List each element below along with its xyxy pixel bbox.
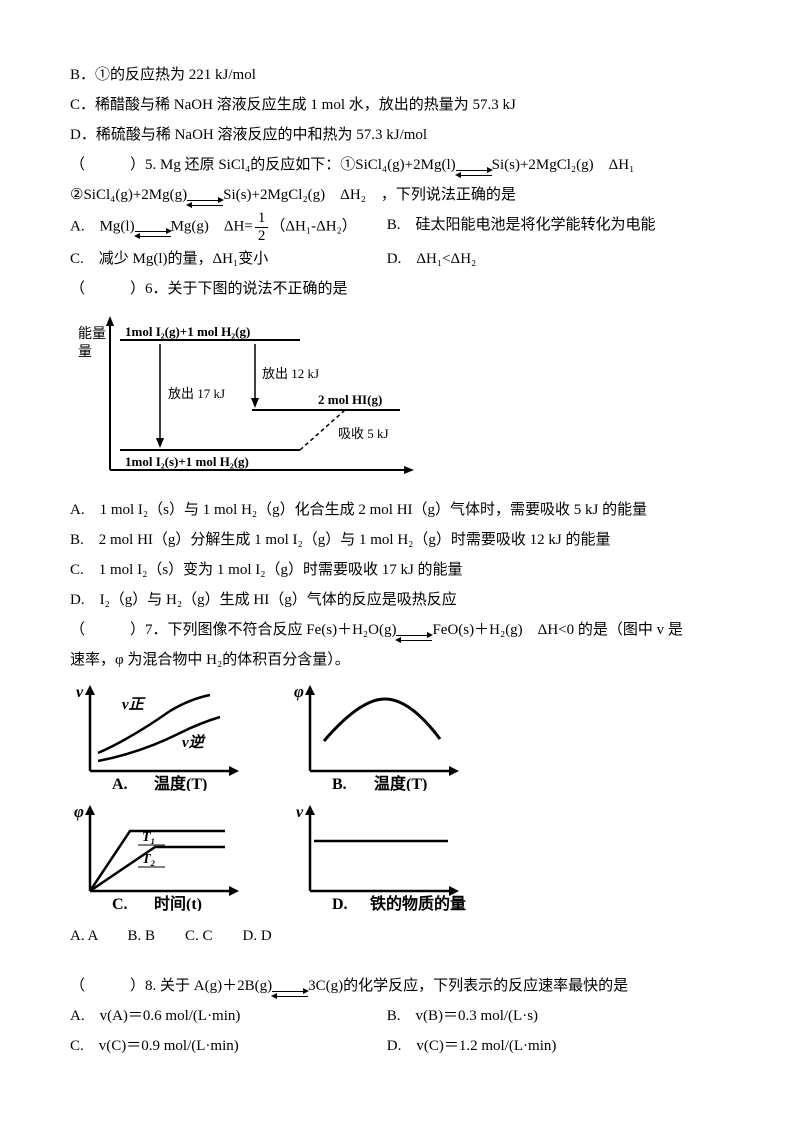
svg-text:A.: A. [112,776,128,791]
q6-b: B. 2 mol HI（g）分解生成 1 mol I₂（g）与 1 mol H₂… [70,525,730,555]
svg-text:放出 17 kJ: 放出 17 kJ [168,386,225,401]
opt-d: 稀硫酸与稀 NaOH 溶液反应的中和热为 57.3 kJ/mol [96,127,427,143]
q6-a: A. 1 mol I₂（s）与 1 mol H₂（g）化合生成 2 mol HI… [70,495,730,525]
svg-text:v: v [76,684,84,701]
svg-text:2 mol HI(g): 2 mol HI(g) [318,392,382,407]
q5-stem-1: （ ）5. Mg 还原 SiCl₄的反应如下：①SiCl₄(g)+2Mg(l) [70,157,456,173]
q7-stem-1: （ ）7．下列图像不符合反应 Fe(s)＋H₂O(g) [70,622,396,638]
svg-text:铁的物质的量: 铁的物质的量 [370,894,466,911]
q8-d: D. v(C)＝1.2 mol/(L·min) [387,1031,704,1061]
q7-graphs-row1: v v正 v逆 A. 温度(T) φ B. 温度(T) [70,681,730,791]
q5-r1: Si(s)+2MgCl₂(g) ΔH₁ [492,157,635,173]
svg-text:吸收 5 kJ: 吸收 5 kJ [338,426,389,441]
svg-text:T₁: T₁ [142,830,155,845]
svg-text:T₂: T₂ [142,852,156,867]
svg-text:B.: B. [332,776,347,791]
svg-text:温度(T): 温度(T) [373,774,427,791]
q5-c: C. 减少 Mg(l)的量，ΔH₁变小 [70,244,387,274]
svg-text:时间(t): 时间(t) [154,894,202,911]
q7-options: A. A B. B C. C D. D [70,921,730,951]
svg-text:φ: φ [74,802,84,821]
q6-stem: （ ）6．关于下图的说法不正确的是 [70,274,730,304]
opt-d-prefix: D． [70,127,96,143]
svg-text:v逆: v逆 [182,733,207,751]
opt-b-prefix: B． [70,67,95,83]
svg-text:v正: v正 [122,697,147,713]
q5-b: B. 硅太阳能电池是将化学能转化为电能 [387,210,704,244]
svg-text:放出 12 kJ: 放出 12 kJ [262,366,319,381]
q8-c: C. v(C)＝0.9 mol/(L·min) [70,1031,387,1061]
svg-text:量: 量 [78,344,92,360]
svg-text:φ: φ [294,682,304,701]
q8-a: A. v(A)＝0.6 mol/(L·min) [70,1001,387,1031]
opt-c: 稀醋酸与稀 NaOH 溶液反应生成 1 mol 水，放出的热量为 57.3 kJ [95,97,516,113]
q5-d: D. ΔH₁<ΔH₂ [387,244,704,274]
opt-c-prefix: C． [70,97,95,113]
svg-text:v: v [296,804,304,821]
svg-text:1mol I₂(s)+1 mol H₂(g): 1mol I₂(s)+1 mol H₂(g) [125,454,249,469]
q5-l2: ②SiCl₄(g)+2Mg(g) [70,187,187,203]
q5-r2: Si(s)+2MgCl₂(g) ΔH₂ ，下列说法正确的是 [223,187,516,203]
q8-post: 3C(g)的化学反应，下列表示的反应速率最快的是 [308,978,628,994]
fraction-half: 12 [255,210,269,244]
q7-stem-2: FeO(s)＋H₂(g) ΔH<0 的是（图中 v 是 [432,622,682,638]
q6-energy-diagram: 能量 量 1mol I₂(g)+1 mol H₂(g) 1mol I₂(s)+1… [70,310,730,485]
q6-d: D. I₂（g）与 H₂（g）生成 HI（g）气体的反应是吸热反应 [70,585,730,615]
svg-text:D.: D. [332,896,348,911]
svg-text:C.: C. [112,896,128,911]
q5-a-post: （ΔH₁-ΔH₂） [270,218,356,234]
q5-a-pre: A. Mg(l) [70,218,135,234]
opt-b: ①的反应热为 221 kJ/mol [95,67,256,83]
q6-c: C. 1 mol I₂（s）变为 1 mol I₂（g）时需要吸收 17 kJ … [70,555,730,585]
q8-b: B. v(B)＝0.3 mol/(L·s) [387,1001,704,1031]
q7-stem-3: 速率，φ 为混合物中 H₂的体积百分含量）。 [70,645,730,675]
q5-a-mid: Mg(g) ΔH= [171,218,253,234]
y-label: 能量 [78,326,106,342]
q8-pre: （ ）8. 关于 A(g)＋2B(g) [70,978,272,994]
svg-text:1mol I₂(g)+1 mol H₂(g): 1mol I₂(g)+1 mol H₂(g) [125,324,250,339]
q7-graphs-row2: φ T₁ T₂ C. 时间(t) v D. 铁的物质的量 [70,801,730,911]
svg-text:温度(T): 温度(T) [153,774,207,791]
